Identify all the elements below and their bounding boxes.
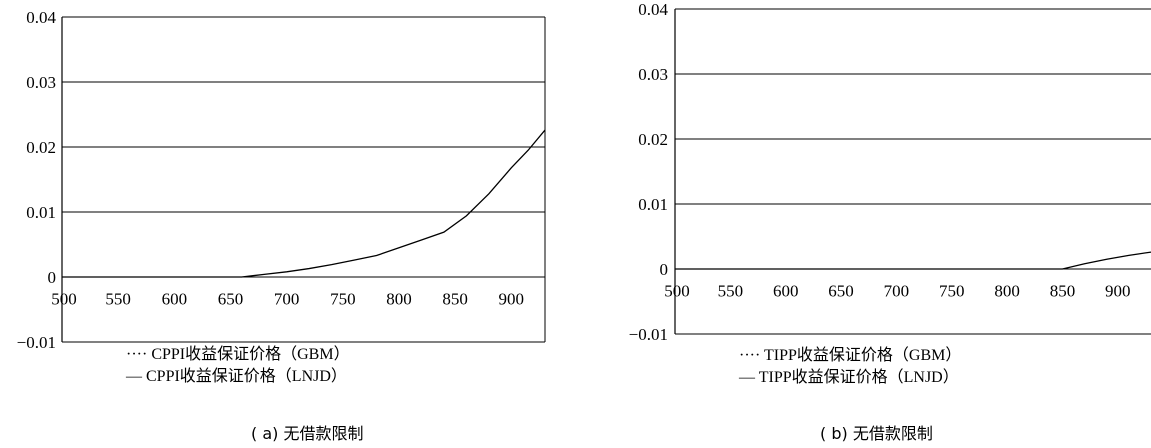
chart-panel-a: 0.04 0.03 0.02 0.01 0 −0.01 500 550 600 650 700 750…	[17, 8, 546, 443]
x-tick-label: 500	[51, 289, 77, 308]
x-tick-label: 850	[442, 289, 468, 308]
legend-entry: ···· CPPI收益保证价格（GBM）	[126, 345, 350, 363]
x-tick-label: 550	[105, 289, 131, 308]
y-tick-label: −0.01	[17, 333, 56, 352]
y-tick-label: 0.01	[26, 203, 56, 222]
y-tick-label: 0.03	[638, 65, 668, 84]
series-line-lnjd	[675, 251, 1151, 270]
figure-caption: ( a) 无借款限制	[251, 424, 363, 443]
legend-entry: — TIPP收益保证价格（LNJD）	[738, 368, 959, 386]
y-tick-label: 0	[48, 268, 57, 287]
y-tick-label: 0.02	[638, 130, 668, 149]
x-tick-label: 600	[162, 289, 188, 308]
legend-entry: — CPPI收益保证价格（LNJD）	[125, 367, 347, 385]
y-tick-label: 0.03	[26, 73, 56, 92]
y-tick-label: 0.04	[638, 0, 668, 19]
x-tick-label: 900	[499, 289, 525, 308]
chart-panel-b: 0.04 0.03 0.02 0.01 0 −0.01 500 550 600 650 700 750…	[629, 0, 1151, 443]
x-tick-label: 800	[994, 281, 1020, 300]
x-tick-label: 700	[884, 281, 910, 300]
x-tick-label: 500	[664, 281, 690, 300]
x-tick-label: 700	[274, 289, 300, 308]
y-tick-label: 0.04	[26, 8, 56, 27]
y-tick-label: −0.01	[629, 325, 668, 344]
series-line-lnjd	[62, 129, 546, 278]
x-tick-label: 800	[386, 289, 412, 308]
x-tick-label: 850	[1050, 281, 1076, 300]
y-tick-label: 0.01	[638, 195, 668, 214]
legend-entry: ···· TIPP收益保证价格（GBM）	[739, 346, 961, 364]
x-tick-label: 900	[1105, 281, 1131, 300]
y-tick-label: 0	[660, 260, 669, 279]
figure-caption: ( b) 无借款限制	[820, 424, 933, 443]
x-tick-label: 750	[330, 289, 356, 308]
x-tick-label: 750	[939, 281, 965, 300]
x-tick-label: 600	[773, 281, 799, 300]
x-tick-label: 650	[828, 281, 854, 300]
x-tick-label: 550	[718, 281, 744, 300]
y-tick-label: 0.02	[26, 138, 56, 157]
x-tick-label: 650	[218, 289, 244, 308]
